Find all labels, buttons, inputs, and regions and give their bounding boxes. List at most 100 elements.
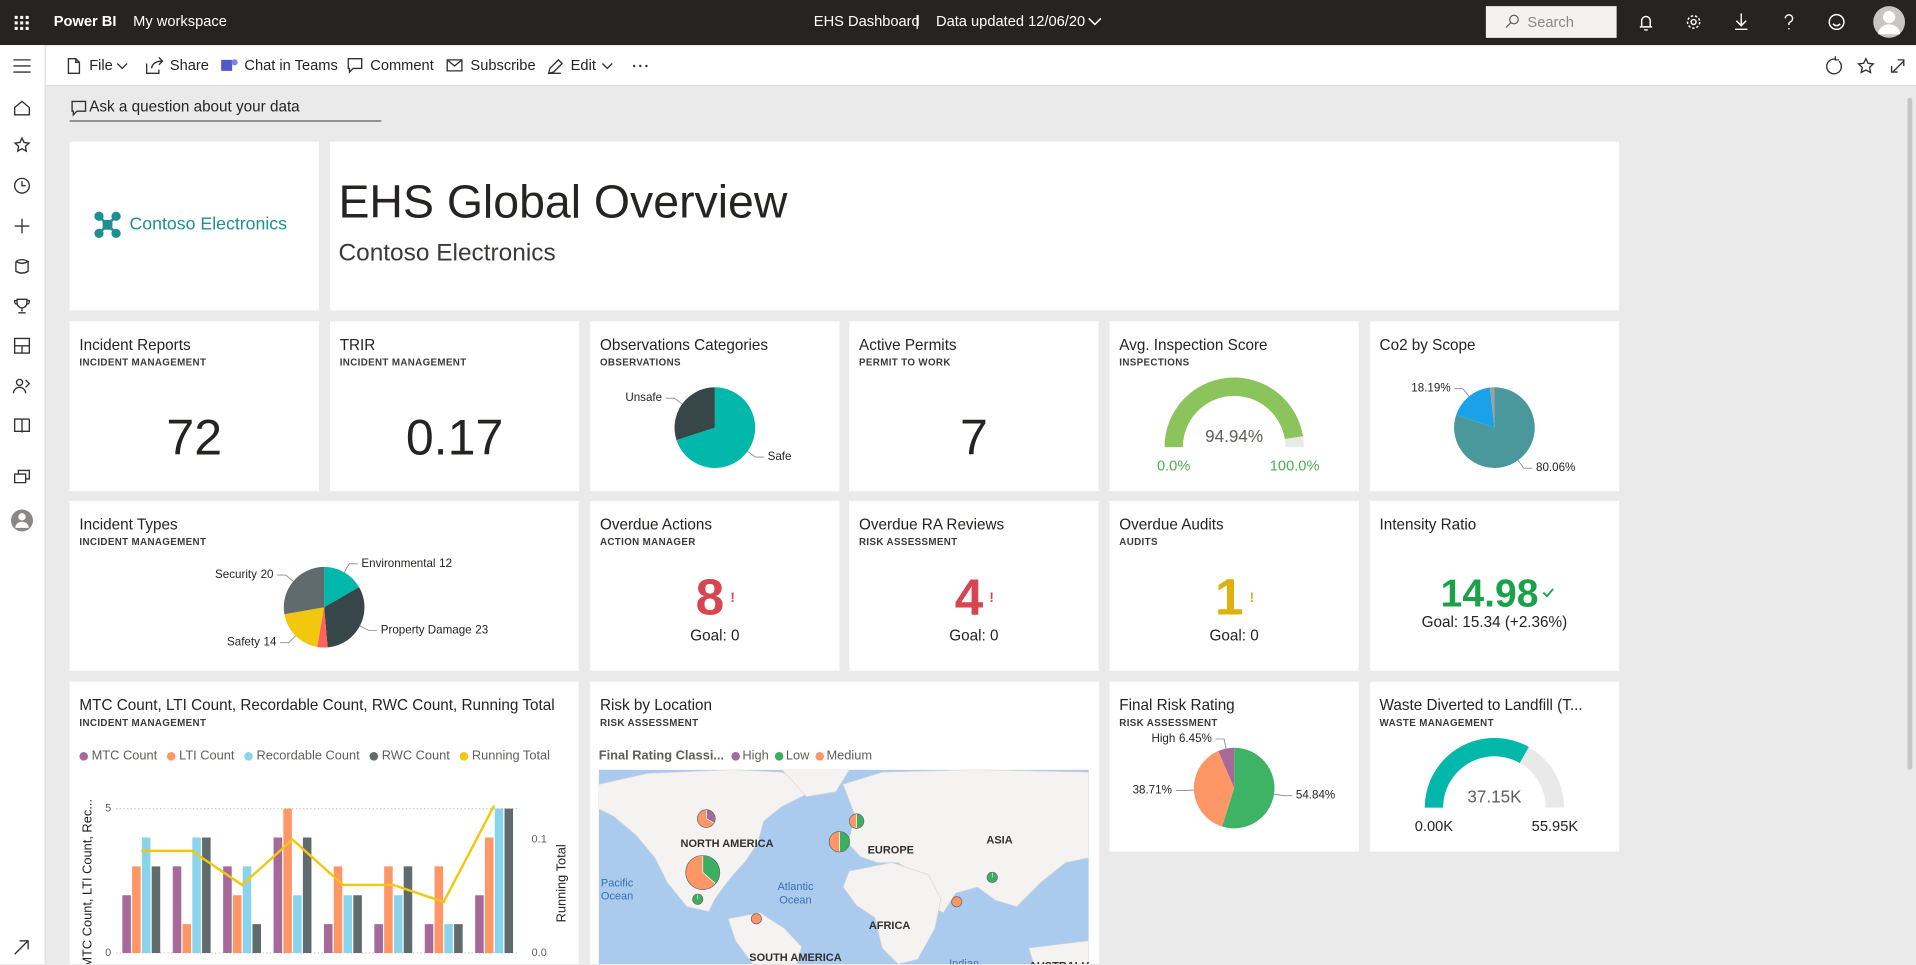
toolbar-file[interactable]: File — [89, 58, 113, 74]
workspace[interactable]: My workspace — [133, 14, 227, 30]
search-placeholder[interactable]: Search — [1527, 15, 1573, 31]
bar — [323, 924, 333, 954]
map-marker[interactable] — [697, 809, 716, 828]
ocean-label: Ocean — [601, 891, 633, 903]
data-updated[interactable]: Data updated 12/06/20 — [936, 14, 1085, 30]
nav-goals[interactable] — [13, 298, 30, 314]
nav-my-workspace — [18, 513, 26, 521]
toolbar-share[interactable]: Share — [170, 58, 209, 74]
chevron[interactable] — [116, 63, 128, 70]
pie-slice — [283, 566, 325, 615]
tile-background[interactable] — [1369, 500, 1620, 671]
qna-input[interactable]: Ask a question about your data — [89, 99, 300, 116]
tile-background[interactable] — [69, 321, 319, 492]
map-marker[interactable] — [951, 896, 963, 908]
download[interactable] — [1735, 13, 1748, 31]
nav-favorites[interactable] — [13, 136, 31, 153]
toolbar-edit[interactable]: Edit — [571, 58, 596, 74]
tile-background[interactable] — [329, 321, 580, 492]
y-tick-label: 5 — [105, 803, 111, 815]
fullscreen[interactable] — [1890, 59, 1905, 73]
tile-title: Final Risk Rating — [1119, 697, 1234, 714]
tile-background[interactable] — [849, 500, 1099, 671]
nav-shared[interactable] — [15, 378, 24, 387]
chevron[interactable] — [1088, 17, 1102, 26]
tile-background[interactable] — [849, 321, 1099, 492]
bar — [444, 924, 453, 954]
data-label-part: Safe — [768, 450, 792, 463]
y2-tick-label: 0.0 — [532, 947, 547, 959]
data-label-part: 12 — [439, 557, 452, 570]
chevron[interactable] — [601, 63, 613, 70]
map-marker[interactable] — [828, 831, 851, 853]
data-label-part: 20 — [261, 568, 274, 581]
gauge-value: 37.15K — [1467, 787, 1522, 806]
ocean-label: Atlantic — [777, 881, 814, 893]
favorite[interactable] — [1857, 57, 1875, 74]
card-value: 72 — [166, 409, 222, 465]
map-marker[interactable] — [750, 913, 762, 925]
share-icon — [145, 56, 164, 74]
refresh[interactable] — [1826, 56, 1843, 75]
nav-create[interactable] — [14, 218, 30, 234]
pie-slice — [1454, 387, 1535, 468]
bar — [494, 808, 504, 954]
app-launcher[interactable] — [14, 15, 29, 30]
header-tile[interactable] — [329, 141, 1620, 311]
more-options[interactable] — [632, 64, 648, 68]
map-marker[interactable] — [692, 893, 704, 905]
map[interactable]: NORTH AMERICA EUROPE ASIA AFRICA SOUTH AMERI… — [598, 769, 1093, 964]
land — [842, 862, 942, 964]
nav-get-data[interactable] — [14, 940, 29, 955]
nav-learn[interactable] — [13, 418, 30, 433]
tile-background[interactable] — [1109, 321, 1359, 492]
nav-datasets[interactable] — [15, 258, 30, 274]
data-label: Property Damage 23 — [381, 623, 488, 636]
marker-outline — [685, 855, 721, 890]
file-icon — [67, 57, 81, 74]
tile: Co2 by Scope 80.06% 18.19% — [1369, 321, 1620, 492]
marker-outline — [697, 809, 716, 828]
settings[interactable] — [1686, 15, 1701, 29]
map-marker[interactable] — [848, 813, 865, 829]
tile: MTC Count, LTI Count, Recordable Count, … — [69, 681, 579, 964]
nav-recent[interactable] — [13, 177, 30, 194]
nav-home[interactable] — [13, 100, 30, 116]
data-label-part: 23 — [475, 623, 488, 636]
nav-workspaces[interactable] — [13, 469, 30, 484]
feedback[interactable] — [1828, 13, 1845, 31]
tile-background[interactable] — [1109, 500, 1359, 671]
tile-title: Waste Diverted to Landfill (T... — [1380, 697, 1583, 714]
y2-tick-label: 0.1 — [532, 833, 547, 845]
map-marker[interactable] — [986, 871, 998, 883]
y-axis-title: MTC Count, LTI Count, Rec... — [79, 799, 94, 964]
leader-line — [277, 574, 294, 582]
data-label: Safety 14 — [227, 636, 277, 649]
leader-line — [343, 563, 358, 573]
map-marker[interactable] — [685, 855, 721, 890]
notifications[interactable] — [1639, 15, 1653, 31]
scrollbar[interactable] — [1907, 97, 1913, 770]
bar — [343, 895, 353, 954]
tile-background[interactable] — [1369, 681, 1620, 852]
gauge-min: 0.0% — [1157, 459, 1190, 475]
search-box[interactable] — [1485, 6, 1617, 38]
separator: | — [915, 14, 919, 30]
tile-background[interactable] — [590, 500, 840, 671]
toolbar-comment[interactable]: Comment — [370, 58, 434, 74]
tile: Avg. Inspection Score INSPECTIONS 94.94% 0.… — [1109, 321, 1359, 492]
bar — [182, 924, 192, 954]
help[interactable] — [1784, 14, 1794, 30]
tile-title: Incident Types — [79, 516, 178, 533]
nav-menu[interactable] — [13, 59, 31, 73]
bar — [403, 866, 413, 954]
app-name[interactable]: Power BI — [54, 14, 117, 30]
toolbar-subscribe[interactable]: Subscribe — [470, 58, 535, 74]
data-label-part: 38.71% — [1133, 784, 1172, 797]
nav-apps[interactable] — [13, 337, 30, 354]
dashboard-name: EHS Dashboard — [814, 14, 920, 30]
tile-title: Overdue RA Reviews — [859, 516, 1004, 533]
toolbar-teams[interactable]: Chat in Teams — [244, 58, 337, 74]
ocean-label: Ocean — [779, 894, 811, 906]
